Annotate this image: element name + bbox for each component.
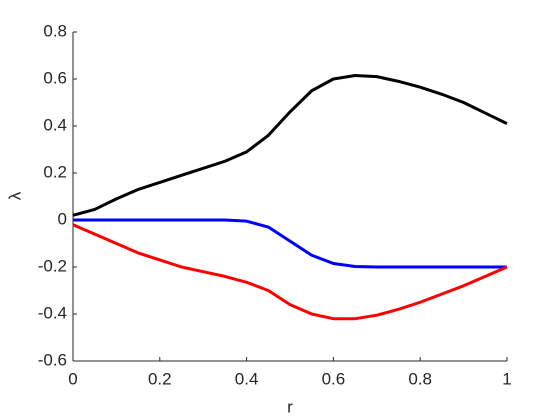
x-axis-label: r	[287, 397, 293, 416]
x-tick-label: 0.6	[322, 369, 346, 388]
y-tick-label: 0	[58, 209, 67, 228]
y-tick-label: 0.2	[43, 162, 67, 181]
x-tick-label: 0.2	[148, 369, 172, 388]
x-tick-label: 0	[68, 369, 77, 388]
y-axis-label: λ	[5, 191, 24, 200]
y-tick-label: -0.2	[38, 256, 67, 275]
data-line	[72, 73, 508, 217]
y-tick-label: 0.8	[43, 21, 67, 40]
y-tick-label: -0.4	[38, 303, 67, 322]
data-line	[73, 218, 507, 269]
y-tick-label: 0.6	[43, 68, 67, 87]
x-tick-label: 0.4	[235, 369, 259, 388]
y-tick-label: -0.6	[38, 350, 67, 369]
x-tick-label: 0.8	[408, 369, 432, 388]
data-line	[72, 223, 508, 321]
y-tick-label: 0.4	[43, 115, 67, 134]
x-tick-label: 1	[502, 369, 511, 388]
